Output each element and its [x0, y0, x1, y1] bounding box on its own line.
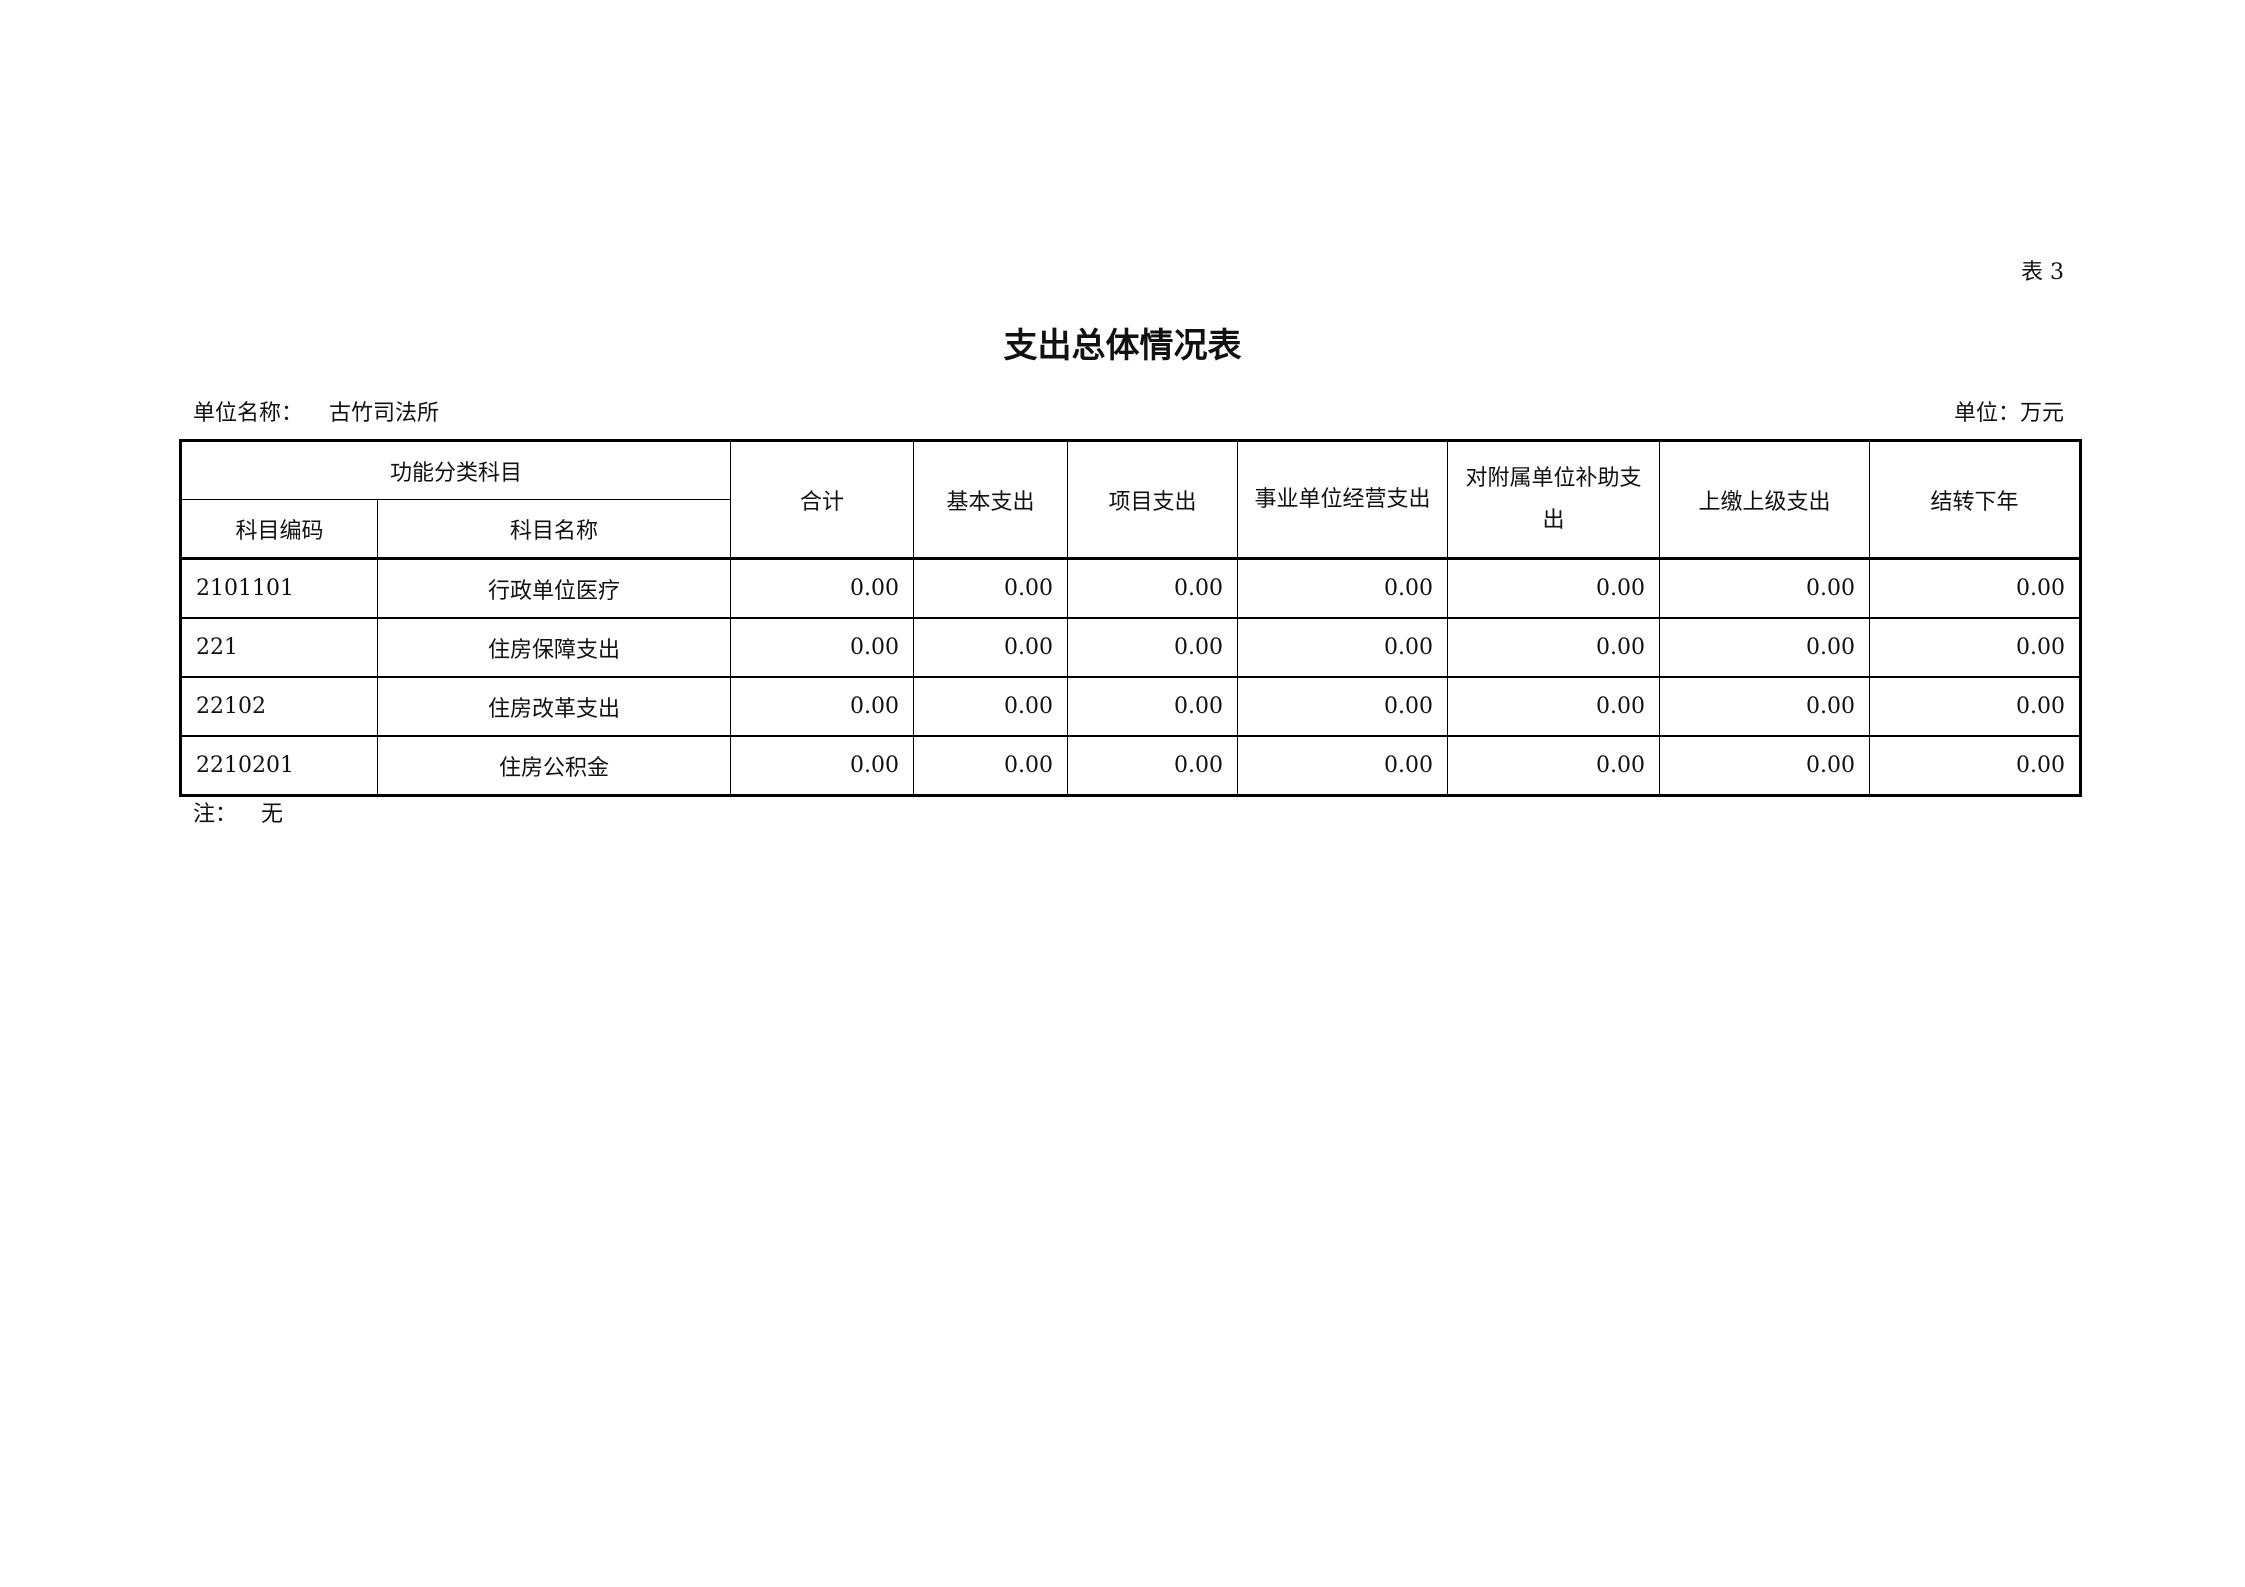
- amount-cell: 0.00: [1067, 676, 1238, 737]
- header-carryover: 结转下年: [1869, 440, 2081, 559]
- header-name: 科目名称: [377, 499, 731, 559]
- subject-code-cell: 22102: [180, 676, 378, 737]
- subject-name-cell: 住房公积金: [377, 735, 731, 796]
- amount-cell: 0.00: [730, 735, 914, 796]
- unit-name-label: 单位名称：: [193, 401, 304, 426]
- header-subsidiary: 对附属单位补助支出: [1447, 440, 1660, 559]
- subject-name-cell: 住房保障支出: [377, 617, 731, 678]
- amount-cell: 0.00: [1659, 735, 1870, 796]
- header-function-category: 功能分类科目: [180, 440, 731, 500]
- subject-name-cell: 住房改革支出: [377, 676, 731, 737]
- amount-cell: 0.00: [1869, 676, 2081, 737]
- amount-cell: 0.00: [1659, 558, 1870, 619]
- amount-cell: 0.00: [1869, 735, 2081, 796]
- amount-cell: 0.00: [1067, 735, 1238, 796]
- table-number: 表 3: [2021, 260, 2064, 285]
- page-title: 支出总体情况表: [1003, 326, 1242, 366]
- subject-name-cell: 行政单位医疗: [377, 558, 731, 619]
- subject-code-cell: 221: [180, 617, 378, 678]
- amount-cell: 0.00: [1447, 676, 1660, 737]
- amount-cell: 0.00: [1237, 735, 1448, 796]
- amount-cell: 0.00: [1067, 617, 1238, 678]
- expenditure-table: 功能分类科目 合计 基本支出 项目支出 事业单位经营支出 对附属单位补助支出 上…: [179, 439, 2082, 797]
- amount-cell: 0.00: [913, 676, 1068, 737]
- header-business: 事业单位经营支出: [1237, 440, 1448, 559]
- header-code: 科目编码: [180, 499, 378, 559]
- unit-name-line: 单位名称： 古竹司法所: [193, 395, 439, 427]
- amount-cell: 0.00: [913, 558, 1068, 619]
- note-label: 注：: [193, 802, 238, 827]
- table-row: 22102 住房改革支出 0.00 0.00 0.00 0.00 0.00 0.00 0.00: [180, 676, 2081, 737]
- amount-cell: 0.00: [1237, 558, 1448, 619]
- table-header: 功能分类科目 合计 基本支出 项目支出 事业单位经营支出 对附属单位补助支出 上…: [180, 440, 2081, 559]
- header-total: 合计: [730, 440, 914, 559]
- amount-cell: 0.00: [1237, 617, 1448, 678]
- header-remit: 上缴上级支出: [1659, 440, 1870, 559]
- unit-name-value: 古竹司法所: [329, 401, 440, 426]
- amount-cell: 0.00: [1067, 558, 1238, 619]
- table-row: 2101101 行政单位医疗 0.00 0.00 0.00 0.00 0.00 0.00 0.0…: [180, 558, 2081, 619]
- amount-cell: 0.00: [1447, 558, 1660, 619]
- amount-cell: 0.00: [730, 558, 914, 619]
- note-text: 无: [261, 802, 284, 827]
- amount-cell: 0.00: [1659, 617, 1870, 678]
- amount-cell: 0.00: [1447, 735, 1660, 796]
- note: 注： 无: [193, 796, 283, 828]
- header-project: 项目支出: [1067, 440, 1238, 559]
- currency-unit: 单位：万元: [1953, 401, 2064, 426]
- amount-cell: 0.00: [1447, 617, 1660, 678]
- table-row: 221 住房保障支出 0.00 0.00 0.00 0.00 0.00 0.00 0.00: [180, 617, 2081, 678]
- amount-cell: 0.00: [1237, 676, 1448, 737]
- amount-cell: 0.00: [730, 676, 914, 737]
- subject-code-cell: 2210201: [180, 735, 378, 796]
- amount-cell: 0.00: [1869, 617, 2081, 678]
- table-body: 2101101 行政单位医疗 0.00 0.00 0.00 0.00 0.00 0.00 0.0…: [180, 558, 2081, 796]
- amount-cell: 0.00: [1869, 558, 2081, 619]
- header-basic: 基本支出: [913, 440, 1068, 559]
- subject-code-cell: 2101101: [180, 558, 378, 619]
- amount-cell: 0.00: [730, 617, 914, 678]
- amount-cell: 0.00: [913, 617, 1068, 678]
- table-row: 2210201 住房公积金 0.00 0.00 0.00 0.00 0.00 0.00 0.00: [180, 735, 2081, 796]
- amount-cell: 0.00: [913, 735, 1068, 796]
- amount-cell: 0.00: [1659, 676, 1870, 737]
